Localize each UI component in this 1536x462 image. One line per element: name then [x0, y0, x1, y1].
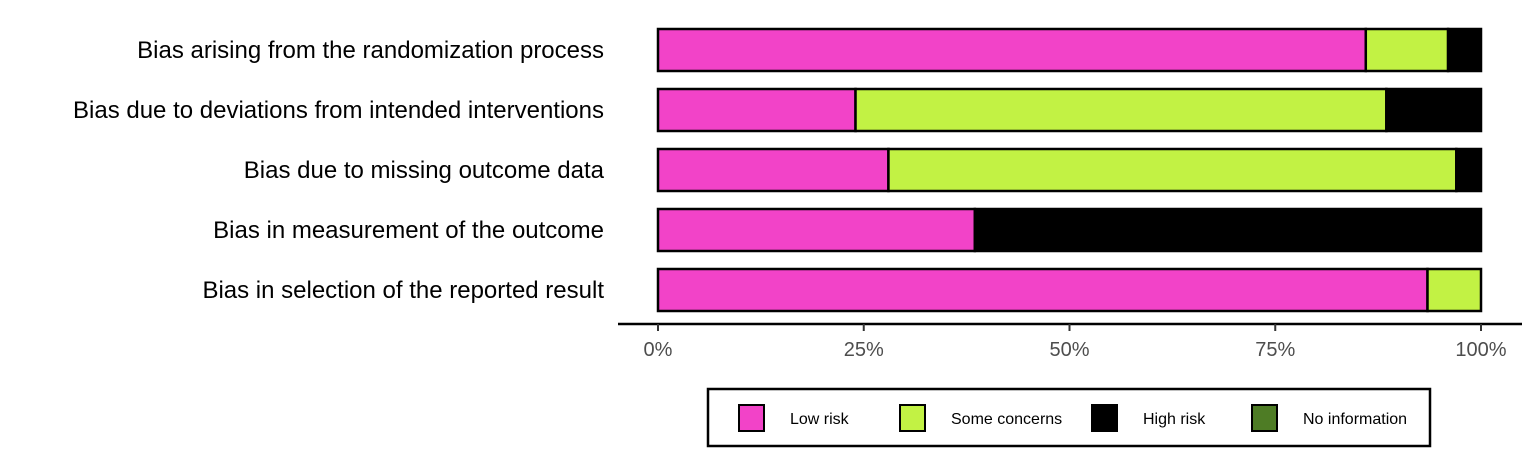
x-tick-label: 75%: [1255, 339, 1295, 361]
bar-segment-high-risk: [1455, 147, 1483, 193]
category-label: Bias due to deviations from intended int…: [73, 97, 604, 124]
bar-segment-low-risk: [656, 87, 857, 133]
bar-segment-some-concerns: [854, 87, 1388, 133]
bar-segment-high-risk: [973, 207, 1483, 253]
category-label: Bias in selection of the reported result: [202, 277, 604, 304]
legend-label: No information: [1303, 411, 1407, 428]
legend-box: [706, 387, 1432, 448]
legend-swatch-low-risk: [738, 404, 765, 432]
legend-label: Low risk: [790, 411, 850, 428]
legend-swatch-high-risk: [1091, 404, 1118, 432]
bar-segment-low-risk: [656, 207, 977, 253]
bar-segment-high-risk: [1385, 87, 1483, 133]
x-tick-label: 100%: [1455, 339, 1506, 361]
x-axis-ticks: 0% 25% 50% 75% 100%: [644, 324, 1507, 361]
category-label: Bias due to missing outcome data: [244, 157, 605, 184]
category-labels: Bias arising from the randomization proc…: [73, 37, 605, 304]
x-tick-label: 0%: [644, 339, 673, 361]
legend-label: High risk: [1143, 411, 1206, 428]
legend: Low risk Some concerns High risk No informa…: [706, 387, 1432, 448]
legend-swatch-no-information: [1251, 404, 1278, 432]
bar-segment-low-risk: [656, 267, 1429, 313]
bar-segment-some-concerns: [1364, 27, 1450, 73]
legend-label: Some concerns: [951, 411, 1062, 428]
bar-segment-high-risk: [1446, 27, 1483, 73]
bar-segment-low-risk: [656, 27, 1368, 73]
category-label: Bias arising from the randomization proc…: [137, 37, 604, 64]
bar-segment-some-concerns: [887, 147, 1458, 193]
bar-segment-low-risk: [656, 147, 890, 193]
category-label: Bias in measurement of the outcome: [213, 217, 604, 244]
bars: [656, 27, 1483, 313]
x-tick-label: 50%: [1049, 339, 1089, 361]
bar-segment-some-concerns: [1426, 267, 1483, 313]
x-tick-label: 25%: [844, 339, 884, 361]
legend-swatch-some-concerns: [899, 404, 926, 432]
